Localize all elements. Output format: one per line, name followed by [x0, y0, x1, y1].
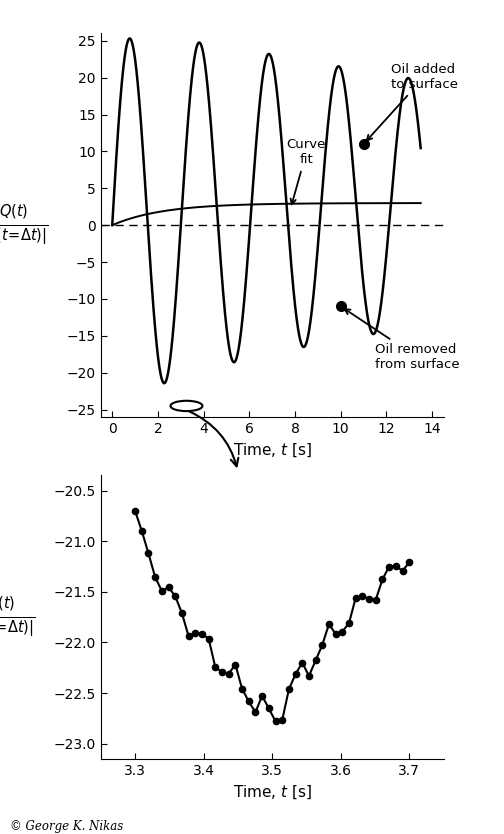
X-axis label: Time, $t$ [s]: Time, $t$ [s]	[233, 783, 311, 801]
Y-axis label: $Q(t)$
$\overline{|Q(t\!=\!\Delta t)|}$: $Q(t)$ $\overline{|Q(t\!=\!\Delta t)|}$	[0, 203, 49, 248]
Text: Oil added
to surface: Oil added to surface	[367, 63, 458, 140]
Y-axis label: $Q(t)$
$\overline{|Q(t\!=\!\Delta t)|}$: $Q(t)$ $\overline{|Q(t\!=\!\Delta t)|}$	[0, 595, 35, 640]
X-axis label: Time, $t$ [s]: Time, $t$ [s]	[233, 441, 311, 459]
Text: Curve
fit: Curve fit	[287, 138, 326, 204]
Text: Oil removed
from surface: Oil removed from surface	[345, 309, 460, 371]
Text: © George K. Nikas: © George K. Nikas	[10, 820, 123, 833]
